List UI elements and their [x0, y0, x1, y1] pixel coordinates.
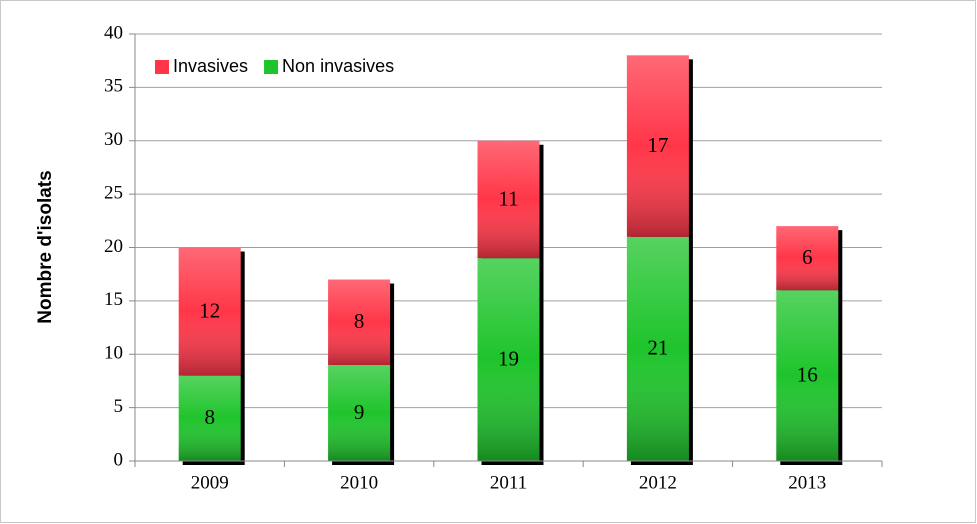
legend-label: Invasives — [173, 56, 248, 76]
bar-shading — [776, 226, 839, 291]
y-axis-label: Nombre d'isolats — [35, 170, 56, 323]
y-tick-label: 25 — [104, 182, 123, 203]
bar-shading — [776, 290, 839, 461]
x-tick-label: 2010 — [340, 472, 378, 493]
x-tick-label: 2009 — [191, 472, 229, 493]
data-label: 21 — [647, 336, 668, 360]
y-tick-label: 35 — [104, 76, 123, 97]
legend-swatch — [155, 60, 169, 74]
x-tick-label: 2011 — [490, 472, 527, 493]
data-label: 17 — [647, 133, 668, 157]
data-label: 8 — [354, 309, 365, 333]
data-label: 9 — [354, 400, 365, 424]
bar-shading — [328, 364, 391, 461]
bar-shading — [178, 247, 241, 376]
y-tick-label: 5 — [114, 396, 124, 417]
y-tick-label: 10 — [104, 343, 123, 364]
y-tick-label: 0 — [114, 449, 124, 470]
data-label: 12 — [199, 298, 220, 322]
data-label: 16 — [797, 362, 818, 386]
data-label: 19 — [498, 346, 519, 370]
x-tick-label: 2012 — [639, 472, 677, 493]
y-tick-label: 40 — [104, 22, 123, 43]
legend-swatch — [264, 60, 279, 74]
bar-shading — [626, 236, 689, 461]
bar-shading — [328, 279, 391, 365]
bar-shading — [477, 140, 540, 259]
data-label: 8 — [204, 405, 215, 429]
data-label: 6 — [802, 245, 813, 269]
data-label: 11 — [498, 186, 518, 210]
legend-label: Non invasives — [282, 56, 394, 76]
y-tick-label: 30 — [104, 129, 123, 150]
y-tick-label: 20 — [104, 236, 123, 257]
bar-shading — [178, 375, 241, 461]
y-tick-label: 15 — [104, 289, 123, 310]
x-tick-label: 2013 — [788, 472, 826, 493]
bar-shading — [626, 55, 689, 237]
bar-shading — [477, 258, 540, 461]
